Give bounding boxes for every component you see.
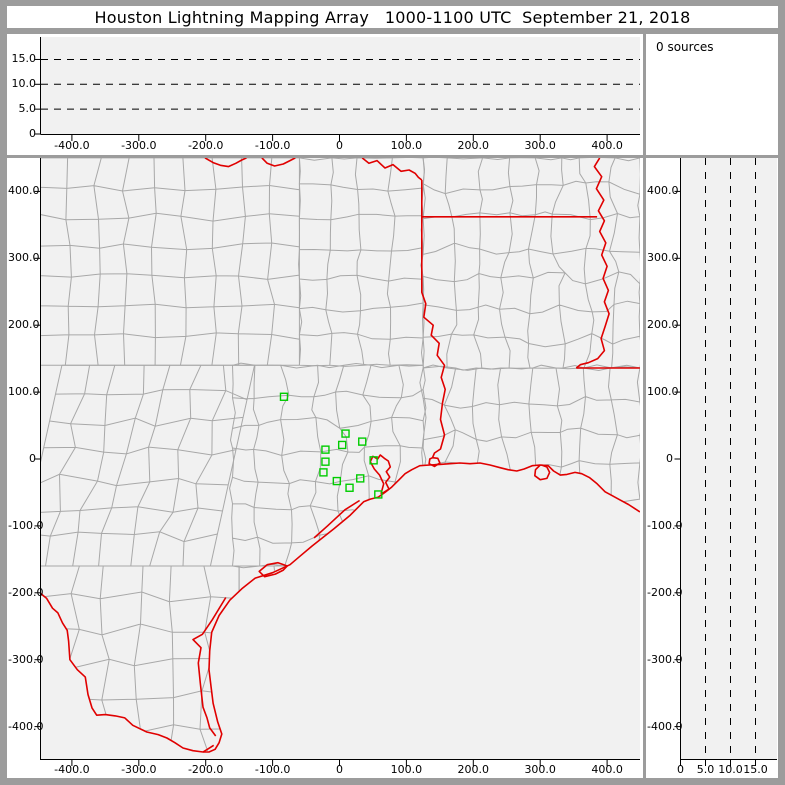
ns-tick-label: 100.0 [8,385,40,399]
alt-tick-label: 0 [29,127,36,140]
ns-tick-label: 300.0 [647,251,679,265]
ew-tick-label: 300.0 [524,139,556,152]
state-border [204,158,247,168]
station-marker [321,445,330,454]
ns-tick-label: 400.0 [8,184,40,198]
state-border [575,158,610,369]
ns-tick-label: -300.0 [647,652,683,666]
ew-tick-label: 200.0 [457,763,490,776]
ew-tick-label: 400.0 [591,763,623,776]
station-marker [356,474,365,483]
sea-mask [40,463,640,760]
rio-grande-border [40,592,215,753]
state-border [261,158,296,167]
ns-tick-label: 300.0 [8,251,40,265]
station-marker [279,392,289,401]
ns-tick-label: -400.0 [647,719,683,733]
bay-outline [369,454,392,495]
ew-tick-label: 0 [336,139,343,152]
ns-tick-label: -100.0 [647,518,683,532]
ns-tick-label: -200.0 [8,585,44,599]
window-title: Houston Lightning Mapping Array 1000-110… [94,7,691,27]
altitude-ns-plot[interactable] [646,158,778,778]
ew-tick-label: -200.0 [187,139,224,152]
ew-tick-label: 100.0 [390,763,423,776]
alt-tick-label: 10.0 [11,77,37,91]
ew-tick-label: 400.0 [591,139,623,152]
station-marker [319,468,328,477]
station-marker [321,457,330,466]
ns-tick-label: 0 [666,452,673,465]
ns-tick-label: 0 [29,452,36,465]
ew-tick-label: 200.0 [457,139,490,152]
plot-background [40,37,640,134]
ew-tick-label: -200.0 [187,763,224,776]
plan-view-map-panel: 400.0 300.0 200.0 100.0 0 -100.0 -200.0 -300.0 -… [7,158,643,778]
ns-tick-label: 400.0 [647,184,679,198]
alt-tick-label: 5.0 [18,102,37,116]
ns-tick-label: -100.0 [8,518,44,532]
ns-tick-label: -200.0 [647,585,683,599]
station-marker [345,483,354,492]
ew-tick-label: -100.0 [254,139,291,152]
station-markers [279,392,383,499]
ew-tick-label: 100.0 [390,139,423,152]
sources-count-label: 0 sources [656,40,714,54]
ew-tick-label: 0 [336,763,343,776]
ns-tick-label: 200.0 [8,318,40,332]
alt-tick-label: 5.0 [696,763,715,776]
alt-tick-label: 15.0 [11,52,37,66]
state-borders [40,158,640,753]
alt-tick-label: 10.0 [718,763,743,776]
station-marker [332,476,342,486]
ns-tick-label: 100.0 [647,385,679,399]
plot-background [680,158,777,760]
state-border [421,180,446,459]
station-marker [374,490,383,499]
ew-tick-label: -100.0 [254,763,291,776]
ew-tick-label: -300.0 [121,139,157,152]
altitude-ew-plot[interactable] [7,34,643,155]
ew-tick-label: 300.0 [524,763,556,776]
plan-view-map-plot[interactable] [7,158,643,778]
state-border [361,158,423,181]
title-bar: Houston Lightning Mapping Array 1000-110… [7,6,778,28]
station-marker [358,437,367,446]
ew-tick-label: -400.0 [54,139,90,152]
station-marker [341,429,350,438]
station-marker [337,440,347,450]
bay-outline [313,499,361,539]
bay-outline [258,561,288,578]
county-block [298,158,425,367]
coastline [203,462,640,753]
map-content [40,158,640,760]
alt-tick-label: 15.0 [743,763,768,776]
bay-outline [534,464,551,481]
altitude-ns-panel: 0 5.0 10.0 15.0 400.0 300.0 200.0 100.0 0 -100.0 -… [646,158,778,778]
ns-tick-label: 200.0 [647,318,679,332]
alt-tick-label: 0 [677,763,684,776]
ns-tick-label: -300.0 [8,652,44,666]
ew-tick-label: -400.0 [54,763,90,776]
altitude-ew-panel: 0 5.0 10.0 15.0 -400.0 -300.0 -200.0 -100.0 0 100… [7,34,643,155]
ew-tick-label: -300.0 [121,763,157,776]
bay-outline [428,456,441,468]
station-marker [369,456,378,465]
sources-count-panel: 0 sources [646,34,778,155]
ns-tick-label: -400.0 [8,719,44,733]
bay-outline [192,597,227,737]
